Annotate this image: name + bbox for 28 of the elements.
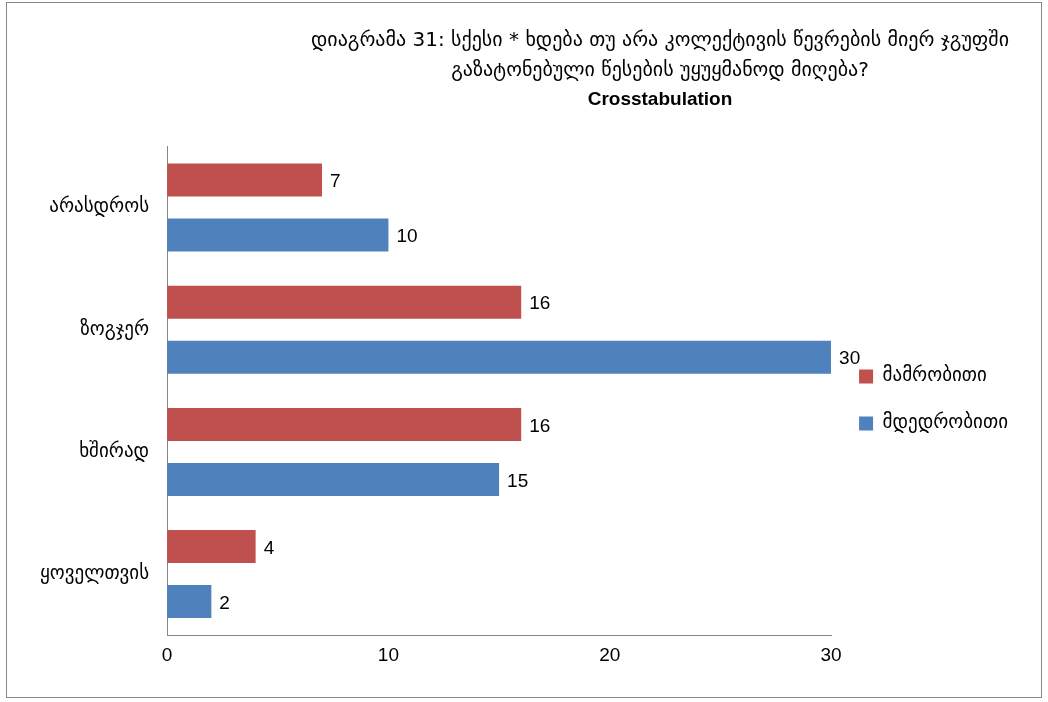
chart-title: დიაგრამა 31: სქესი * ხდება თუ არა კოლექტივის წევრების მიერ ჯგუფში გაზატონებული წესების უყუყმანოდ მიღება? [309,26,1011,83]
bar [167,340,832,374]
legend-label: მდედრობითი [882,410,1009,434]
y-tick-label: ხშირად [79,438,150,462]
y-tick-label: ზოგჯერ [80,316,150,340]
data-label: 15 [507,469,529,491]
data-label: 16 [529,414,551,436]
data-label: 30 [839,347,861,369]
bar [167,462,500,496]
data-label: 2 [219,591,230,613]
x-tick-label: 20 [599,643,621,665]
x-tick-label: 0 [161,643,173,665]
y-tick-label: ყოველთვის [39,561,150,585]
bar [167,585,212,619]
data-label: 16 [529,292,551,314]
legend-label: მამრობითი [882,363,987,386]
bar [167,163,323,197]
y-tick-label: არასდროს [49,194,150,218]
bar [167,285,522,319]
chart-subtitle: Crosstabulation [586,88,734,110]
bar [167,530,256,564]
x-tick-label: 30 [820,643,842,665]
bar [167,407,522,441]
data-label: 7 [330,170,341,192]
data-label: 4 [263,536,275,558]
x-tick-label: 10 [377,643,399,665]
data-label: 10 [396,225,418,247]
bar [167,218,389,252]
